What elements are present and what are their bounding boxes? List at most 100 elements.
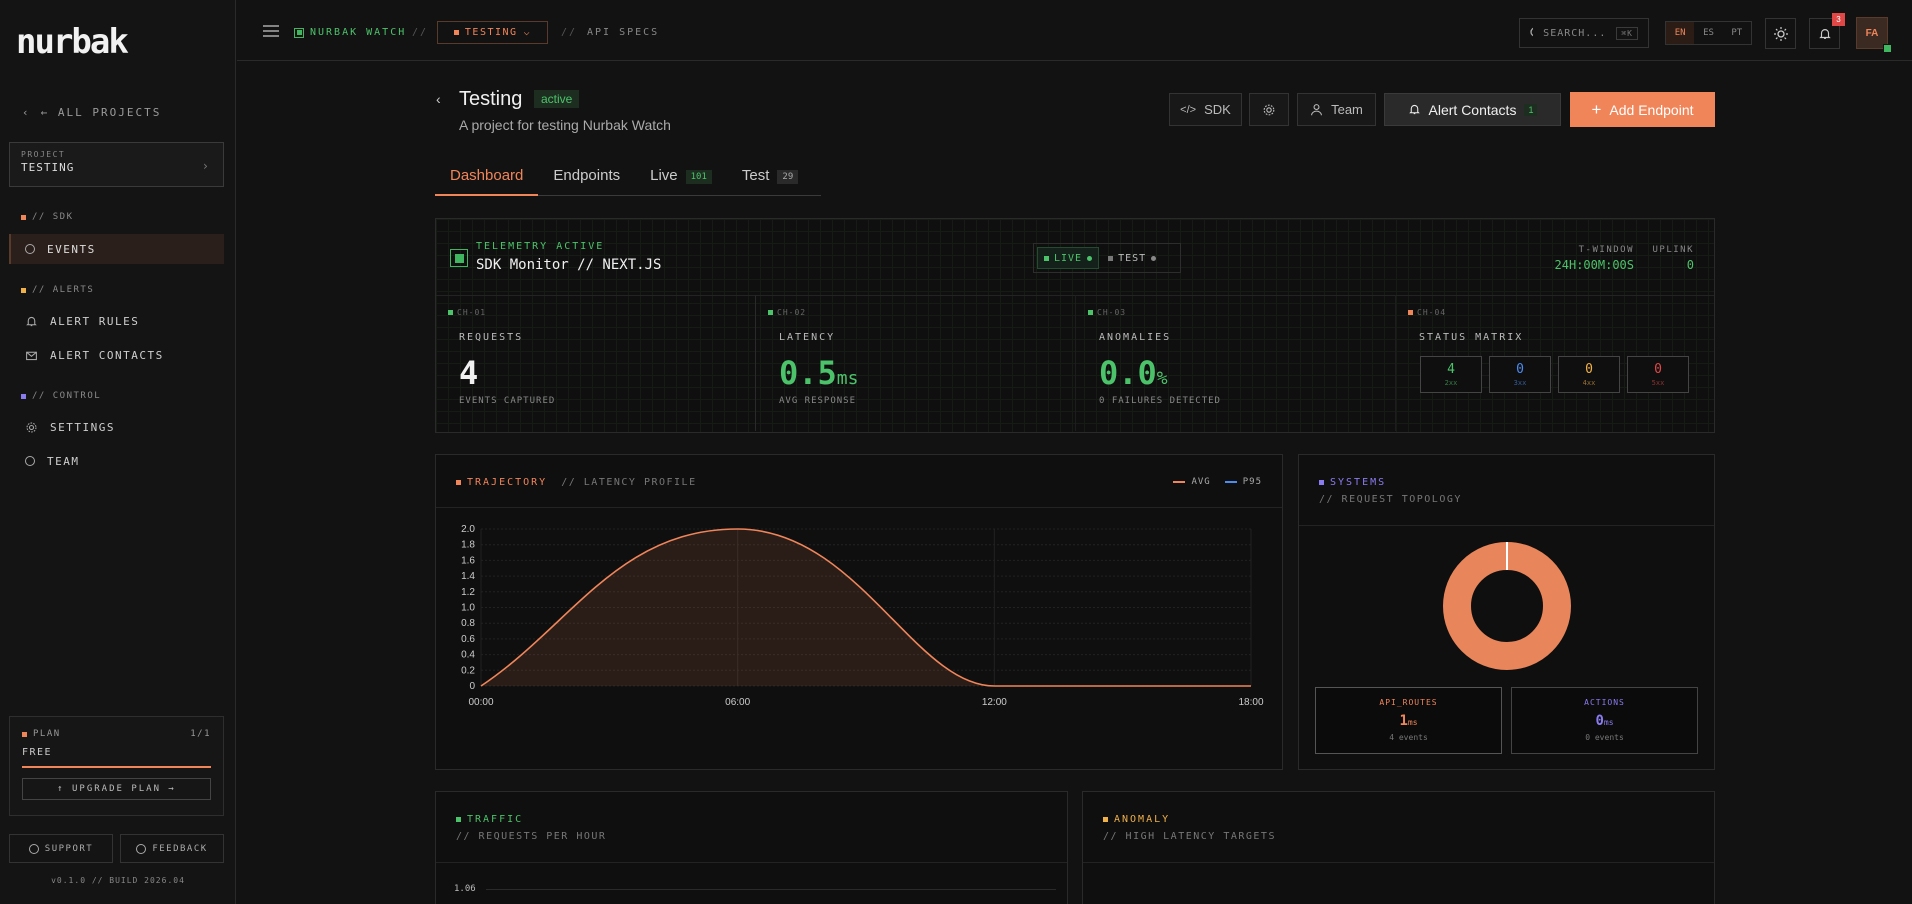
status-badge: active [534,90,580,108]
anomaly-title: ANOMALY [1103,814,1170,825]
all-projects-link[interactable]: ‹ ← ALL PROJECTS [22,106,161,119]
plan-usage-bar [22,766,211,768]
circle-icon [28,843,39,854]
sdk-label: SDK [1204,102,1231,117]
sidebar-item-alert-rules[interactable]: ALERT RULES [9,306,224,336]
alert-contacts-button[interactable]: Alert Contacts 1 [1384,93,1561,126]
traffic-ytick: 1.06 [454,884,476,894]
status-5xx: 0 5xx [1627,356,1689,393]
sidebar-item-team[interactable]: TEAM [9,446,224,476]
tab-endpoints[interactable]: Endpoints [553,167,621,184]
donut-slice-api-routes [1443,542,1571,670]
metric-value: 0.5ms [779,354,859,392]
sidebar-item-label: ALERT CONTACTS [50,348,164,362]
user-icon [1311,104,1322,116]
sidebar-item-label: SETTINGS [50,420,115,434]
system-actions: ACTIONS 0ms 0 events [1511,687,1698,754]
circle-icon [136,843,147,854]
plan-name: FREE [22,747,53,758]
metric-sub: EVENTS CAPTURED [459,396,556,406]
sun-icon [1773,26,1788,41]
sdk-button[interactable]: </> SDK [1169,93,1242,126]
feedback-button[interactable]: FEEDBACK [120,834,224,863]
alert-contacts-count: 1 [1524,103,1538,116]
sidebar-item-label: EVENTS [47,242,96,256]
tab-dashboard[interactable]: Dashboard [435,160,539,196]
breadcrumb-separator: // [561,27,578,38]
trajectory-subtitle: // LATENCY PROFILE [561,477,697,488]
breadcrumb-page[interactable]: API SPECS [587,27,660,38]
upgrade-plan-button[interactable]: ↑ UPGRADE PLAN → [22,778,211,800]
section-sdk: // SDK [21,212,74,222]
lang-es[interactable]: ES [1703,28,1714,38]
notifications-button[interactable]: 3 [1809,13,1845,49]
support-button[interactable]: SUPPORT [9,834,113,863]
plan-key: PLAN [22,729,61,739]
channel-label: CH-02 [777,308,807,317]
metric-label: LATENCY [779,332,836,343]
systems-title: SYSTEMS [1319,477,1386,488]
logo: nurbak [16,22,129,62]
tab-count: 29 [777,170,799,184]
anomaly-panel: ANOMALY // HIGH LATENCY TARGETS [1082,791,1715,904]
metric-value: 4 [459,354,479,392]
sidebar-item-alert-contacts[interactable]: ALERT CONTACTS [9,340,224,370]
time-window-label: T-WINDOW [1578,245,1634,255]
settings-button[interactable] [1249,93,1289,126]
systems-subtitle: // REQUEST TOPOLOGY [1319,494,1462,505]
bell-icon [1818,28,1831,39]
y-tick-label: 1.2 [461,587,475,598]
y-tick-label: 2.0 [461,524,475,535]
mail-icon [26,351,37,360]
topology-donut [1443,542,1571,670]
time-window-value: 24H:00M:00S [1554,258,1634,272]
tab-test[interactable]: Test 29 [727,160,813,196]
avatar[interactable]: FA [1856,17,1892,53]
back-arrow-icon[interactable]: ‹ [436,91,441,107]
tab-live[interactable]: Live 101 [635,160,727,196]
chart-legend: AVG P95 [1173,477,1262,487]
y-tick-label: 0.2 [461,665,475,676]
uplink: UPLINK 0 [1652,245,1694,272]
metric-label: STATUS MATRIX [1419,332,1524,343]
lang-en[interactable]: EN [1666,22,1695,44]
traffic-panel: TRAFFIC // REQUESTS PER HOUR 1.06 [435,791,1068,904]
plus-icon: + [1591,99,1602,119]
sidebar-item-events[interactable]: EVENTS [9,234,224,264]
series-avg-line [480,528,1251,687]
sidebar-item-label: ALERT RULES [50,314,140,328]
search-icon [1530,27,1534,37]
section-control: // CONTROL [21,391,101,401]
y-tick-label: 0 [469,681,475,692]
sidebar-item-label: TEAM [47,454,80,468]
project-selector[interactable]: PROJECT TESTING › [9,142,224,187]
metric-label: ANOMALIES [1099,332,1172,343]
code-icon: </> [1180,103,1197,116]
sidebar-item-settings[interactable]: SETTINGS [9,412,224,442]
lang-pt[interactable]: PT [1731,28,1743,38]
channel-label: CH-01 [457,308,487,317]
breadcrumb-brand[interactable]: NURBAK WATCH [294,27,406,38]
legend-avg: AVG [1173,477,1210,487]
menu-icon[interactable] [263,24,279,38]
plan-usage: 1/1 [190,729,211,739]
env-selector[interactable]: TESTING ⌵ [437,21,548,44]
metric-value: 0.0% [1099,354,1168,392]
project-key: PROJECT [21,150,66,159]
legend-p95: P95 [1224,477,1262,487]
trajectory-title: TRAJECTORY [456,477,547,488]
topbar: NURBAK WATCH // TESTING ⌵ // API SPECS S… [237,0,1912,61]
breadcrumb-separator: // [412,27,429,38]
mode-live[interactable]: LIVE [1037,247,1100,269]
team-button[interactable]: Team [1297,93,1376,126]
systems-panel: SYSTEMS // REQUEST TOPOLOGY API_ROUTES 1… [1298,454,1715,770]
add-endpoint-button[interactable]: + Add Endpoint [1570,92,1715,127]
theme-toggle-button[interactable] [1765,18,1796,49]
add-endpoint-label: Add Endpoint [1609,101,1694,118]
mode-test[interactable]: TEST [1102,247,1162,269]
search-input[interactable]: SEARCH... ⌘K [1519,18,1649,48]
chevron-left-icon: ‹ [22,106,31,119]
telemetry-panel: TELEMETRY ACTIVE SDK Monitor // NEXT.JS … [435,218,1715,433]
uplink-value: 0 [1686,258,1694,272]
latency-chart: 0 0.2 0.4 0.6 0.8 1.0 1.2 1.4 1.6 1.8 2.0 00:00 06:0… [461,524,1264,708]
